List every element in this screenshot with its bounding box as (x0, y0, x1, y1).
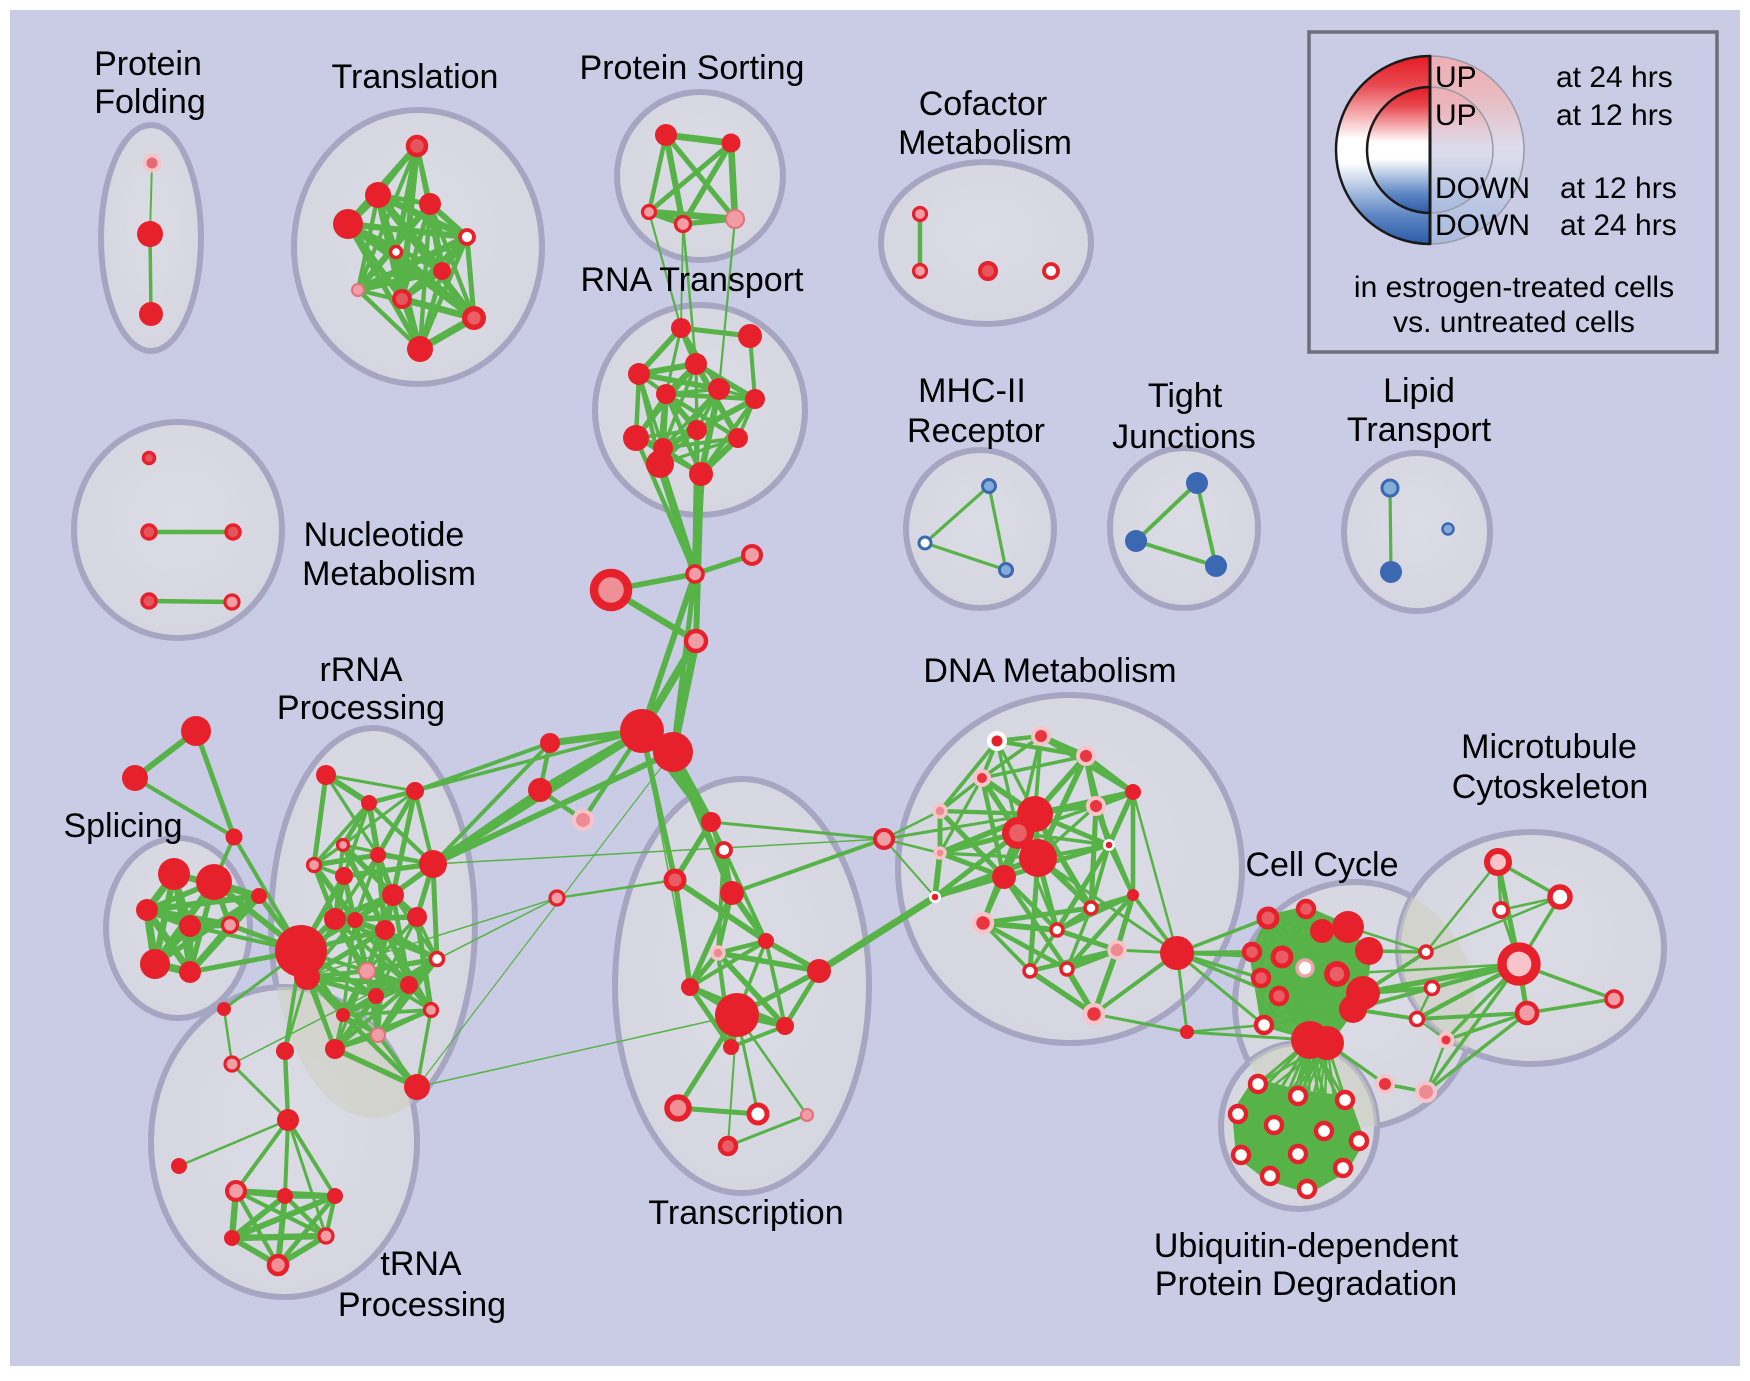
svg-text:Splicing: Splicing (63, 807, 182, 845)
svg-text:DOWN: DOWN (1435, 172, 1530, 205)
svg-text:Cell Cycle: Cell Cycle (1245, 846, 1398, 884)
svg-text:Cytoskeleton: Cytoskeleton (1452, 768, 1649, 806)
svg-text:Translation: Translation (332, 58, 499, 96)
svg-text:Nucleotide: Nucleotide (304, 516, 465, 554)
svg-text:at 12 hrs: at 12 hrs (1560, 172, 1677, 205)
svg-text:DNA Metabolism: DNA Metabolism (923, 652, 1176, 690)
svg-text:Cofactor: Cofactor (919, 85, 1048, 123)
svg-text:Metabolism: Metabolism (898, 124, 1072, 162)
svg-text:Lipid: Lipid (1383, 372, 1455, 410)
svg-text:vs. untreated cells: vs. untreated cells (1393, 306, 1635, 339)
svg-text:DOWN: DOWN (1435, 209, 1530, 242)
svg-text:rRNA: rRNA (319, 651, 402, 689)
svg-text:RNA Transport: RNA Transport (581, 261, 805, 299)
svg-text:Protein Degradation: Protein Degradation (1155, 1265, 1457, 1303)
svg-text:in estrogen-treated cells: in estrogen-treated cells (1354, 271, 1674, 304)
svg-text:Transcription: Transcription (648, 1194, 843, 1232)
svg-text:Protein Sorting: Protein Sorting (580, 49, 805, 87)
svg-text:Receptor: Receptor (907, 412, 1045, 450)
svg-text:Processing: Processing (338, 1286, 506, 1324)
svg-text:Ubiquitin-dependent: Ubiquitin-dependent (1154, 1227, 1459, 1265)
svg-text:Processing: Processing (277, 689, 445, 727)
svg-text:Protein: Protein (94, 45, 202, 83)
svg-text:UP: UP (1435, 99, 1477, 132)
svg-text:at 12 hrs: at 12 hrs (1556, 99, 1673, 132)
svg-text:Folding: Folding (94, 83, 206, 121)
svg-text:Transport: Transport (1347, 411, 1492, 449)
svg-text:tRNA: tRNA (380, 1245, 462, 1283)
svg-text:Microtubule: Microtubule (1461, 728, 1637, 766)
svg-text:MHC-II: MHC-II (918, 372, 1026, 410)
svg-text:at 24 hrs: at 24 hrs (1560, 209, 1677, 242)
svg-text:UP: UP (1435, 61, 1477, 94)
svg-text:Tight: Tight (1148, 377, 1223, 415)
svg-text:Junctions: Junctions (1112, 418, 1256, 456)
svg-text:Metabolism: Metabolism (302, 555, 476, 593)
svg-text:at 24 hrs: at 24 hrs (1556, 61, 1673, 94)
